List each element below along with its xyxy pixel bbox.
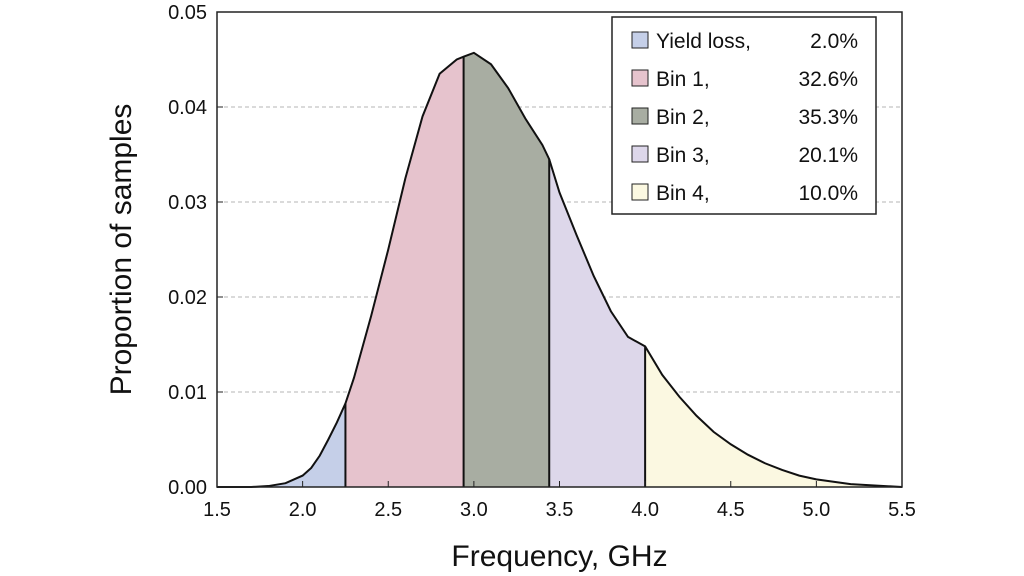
y-tick-label: 0.05 <box>168 2 207 24</box>
x-tick-label: 3.5 <box>546 499 574 521</box>
x-tick-label: 5.5 <box>888 499 916 521</box>
bin-dividers <box>344 56 647 487</box>
bin-fill-3 <box>549 159 646 487</box>
legend-label: Yield loss, <box>656 30 751 53</box>
x-tick-label: 2.0 <box>289 499 317 521</box>
legend: Yield loss, 2.0% Bin 1, 32.6% Bin 2, 35.3% Bin… <box>611 16 877 215</box>
y-tick-label: 0.00 <box>168 477 207 499</box>
legend-percent: 32.6% <box>798 68 858 91</box>
distribution-curve <box>217 51 903 488</box>
bin-fill-2 <box>463 52 550 487</box>
x-tick-label: 3.0 <box>460 499 488 521</box>
bin-fill-1 <box>345 56 464 488</box>
legend-percent: 20.1% <box>798 144 858 167</box>
x-tick-label: 1.5 <box>203 499 231 521</box>
x-tick-label: 4.5 <box>717 499 745 521</box>
legend-label: Bin 4, <box>656 182 710 205</box>
legend-percent: 35.3% <box>798 106 858 129</box>
x-tick-label: 2.5 <box>374 499 402 521</box>
x-tick-label: 5.0 <box>802 499 830 521</box>
bin-fills <box>217 52 902 488</box>
x-axis-ticks: 1.5 2.0 2.5 3.0 3.5 4.0 4.5 5.0 5.5 <box>203 481 916 521</box>
y-axis-title: Proportion of samples <box>105 104 138 396</box>
legend-swatch <box>631 31 649 49</box>
y-tick-label: 0.02 <box>168 287 207 309</box>
legend-swatch <box>631 69 649 87</box>
x-axis-title: Frequency, GHz <box>451 540 667 573</box>
y-axis-ticks: 0.00 0.01 0.02 0.03 0.04 0.05 <box>168 2 223 499</box>
bin-fill-4 <box>645 346 902 487</box>
y-tick-label: 0.04 <box>168 97 207 119</box>
legend-box <box>611 16 877 215</box>
legend-percent: 2.0% <box>810 30 858 53</box>
legend-label: Bin 2, <box>656 106 710 129</box>
y-tick-label: 0.01 <box>168 382 207 404</box>
legend-label: Bin 3, <box>656 144 710 167</box>
legend-swatch <box>631 145 649 163</box>
legend-swatch <box>631 183 649 201</box>
legend-label: Bin 1, <box>656 68 710 91</box>
legend-swatch <box>631 107 649 125</box>
legend-percent: 10.0% <box>798 182 858 205</box>
y-tick-label: 0.03 <box>168 192 207 214</box>
x-tick-label: 4.0 <box>631 499 659 521</box>
